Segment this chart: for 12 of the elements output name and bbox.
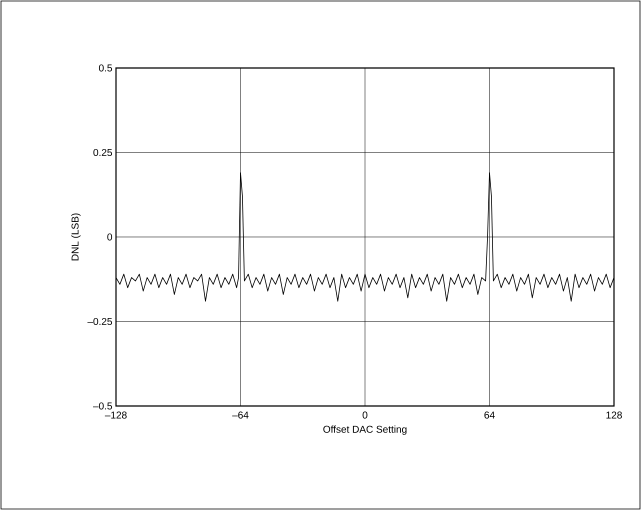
y-tick-label: 0.25 xyxy=(93,148,112,156)
y-tick-label: 0.5 xyxy=(98,64,112,72)
x-axis-title: Offset DAC Setting xyxy=(323,425,407,435)
y-tick-label: 0 xyxy=(107,233,112,241)
x-tick-label: 128 xyxy=(606,412,622,419)
x-tick-label: –128 xyxy=(104,412,127,419)
y-axis-title: DNL (LSB) xyxy=(71,213,81,260)
y-tick-label: –0.25 xyxy=(87,318,112,326)
x-tick-label: –64 xyxy=(232,412,249,419)
y-tick-label: –0.5 xyxy=(93,402,112,410)
x-tick-label: 0 xyxy=(362,412,368,419)
x-tick-label: 64 xyxy=(484,412,495,419)
